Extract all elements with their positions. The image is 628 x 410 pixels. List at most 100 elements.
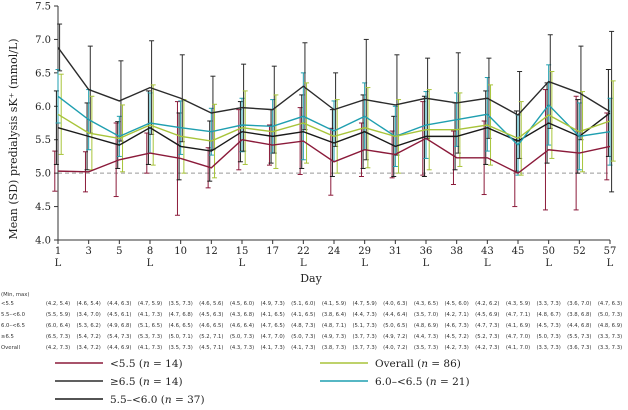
table-cell: (4.5, 6.1) <box>107 312 131 318</box>
l-marker-label: L <box>147 258 154 269</box>
table-cell: (4.0, 6.3) <box>383 301 407 307</box>
table-cell: (4.3, 7.3) <box>230 345 254 351</box>
x-tick-label: 12 <box>205 246 218 257</box>
error-bar <box>488 84 494 166</box>
legend-item: <5.5 (n = 14) <box>55 358 183 370</box>
table-row-label: ≥6.5 <box>1 334 14 340</box>
table-cell: (5.1, 6.0) <box>291 301 315 307</box>
table-cell: (5.0, 7.1) <box>168 334 192 340</box>
table-cell: (4.1, 7.3) <box>291 345 315 351</box>
table-cell: (4.6, 5.6) <box>199 301 223 307</box>
table-cell: (4.6, 6.5) <box>168 323 192 329</box>
table-cell: (4.8, 6.7) <box>536 312 560 318</box>
table-cell: (4.7, 6.3) <box>598 301 622 307</box>
table-cell: (4.2, 5.4) <box>46 301 70 307</box>
table-cell: (3.3, 7.3) <box>598 345 622 351</box>
x-tick-label: 31 <box>389 246 402 257</box>
table-cell: (6.0, 6.4) <box>46 323 70 329</box>
table-cell: (3.6, 7.3) <box>567 345 591 351</box>
table-cell: (3.7, 7.3) <box>352 334 376 340</box>
y-tick-label: 6.0 <box>35 102 51 113</box>
table-cell: (4.9, 7.3) <box>260 301 284 307</box>
x-tick-label: 3 <box>85 246 91 257</box>
error-bar <box>580 91 586 173</box>
table-cell: (5.2, 7.3) <box>475 334 499 340</box>
table-cell: (4.5, 7.1) <box>199 345 223 351</box>
table-cell: (5.0, 7.3) <box>291 334 315 340</box>
error-bar <box>57 23 63 72</box>
table-cell: (4.1, 6.9) <box>506 323 530 329</box>
x-tick-label: 43 <box>481 246 494 257</box>
table-cell: (4.9, 7.3) <box>322 334 346 340</box>
table-cell: (4.2, 7.1) <box>444 312 468 318</box>
table-cell: (5.1, 7.3) <box>352 323 376 329</box>
y-tick-label: 4.5 <box>35 202 51 213</box>
table-cell: (4.6, 7.3) <box>444 323 468 329</box>
table-cell: (3.8, 6.4) <box>322 312 346 318</box>
x-tick-label: 8 <box>147 246 153 257</box>
table-cell: (4.1, 6.5) <box>260 312 284 318</box>
table-cell: (4.5, 6.9) <box>475 312 499 318</box>
legend-label: 5.5–<6.0 (n = 37) <box>110 394 205 406</box>
legend-label: ≥6.5 (n = 14) <box>110 376 183 388</box>
legend-label: <5.5 (n = 14) <box>110 358 183 370</box>
table-cell: (4.4, 7.3) <box>414 334 438 340</box>
error-bar <box>150 84 156 166</box>
table-cell: (3.8, 6.8) <box>567 312 591 318</box>
error-bar <box>58 73 64 155</box>
table-cell: (4.2, 7.3) <box>46 345 70 351</box>
legend-item: Overall (n = 86) <box>320 358 461 370</box>
l-marker-label: L <box>423 258 430 269</box>
table-cell: (4.7, 7.1) <box>506 312 530 318</box>
table-cell: (4.7, 5.9) <box>352 301 376 307</box>
table-cell: (4.3, 5.9) <box>506 301 530 307</box>
table-cell: (4.2, 7.3) <box>444 345 468 351</box>
x-tick-label: 24 <box>328 246 341 257</box>
table-cell: (4.2, 7.3) <box>475 345 499 351</box>
table-cell: (4.2, 6.2) <box>475 301 499 307</box>
table-cell: (4.7, 7.3) <box>475 323 499 329</box>
legend-label: 6.0–<6.5 (n = 21) <box>375 376 470 388</box>
x-tick-label: 57 <box>604 246 617 257</box>
table-cell: (4.5, 6.3) <box>199 312 223 318</box>
table-cell: (4.4, 6.9) <box>107 345 131 351</box>
error-bar <box>549 71 555 159</box>
table-cell: (4.4, 6.4) <box>383 312 407 318</box>
table-cell: (3.3, 7.3) <box>536 345 560 351</box>
table-row-label: Overall <box>1 345 20 351</box>
table-cell: (5.4, 7.3) <box>107 334 131 340</box>
table-cell: (4.1, 5.9) <box>322 301 346 307</box>
table-cell: (4.5, 6.0) <box>230 301 254 307</box>
error-bar <box>120 104 126 173</box>
table-cell: (3.7, 7.3) <box>352 345 376 351</box>
y-tick-label: 7.5 <box>35 2 51 13</box>
x-tick-label: 5 <box>116 246 122 257</box>
table-cell: (4.4, 7.3) <box>352 312 376 318</box>
table-cell: (4.5, 7.2) <box>444 334 468 340</box>
table-cell: (4.8, 7.3) <box>291 323 315 329</box>
table-cell: (5.5, 7.3) <box>567 334 591 340</box>
l-marker-label: L <box>545 258 552 269</box>
l-marker-label: L <box>607 258 614 269</box>
legend-item: 6.0–<6.5 (n = 21) <box>320 376 470 388</box>
x-tick-label: 38 <box>450 246 463 257</box>
table-cell: (5.0, 7.3) <box>230 334 254 340</box>
table-cell: (4.9, 6.8) <box>107 323 131 329</box>
table-cell: (4.3, 6.8) <box>230 312 254 318</box>
legend-item: ≥6.5 (n = 14) <box>55 376 183 388</box>
x-tick-label: 1 <box>55 246 61 257</box>
table-cell: (5.4, 7.2) <box>76 334 100 340</box>
l-marker-label: L <box>55 258 62 269</box>
error-bar <box>304 82 310 164</box>
table-cell: (4.1, 7.3) <box>138 345 162 351</box>
table-cell: (3.5, 7.3) <box>168 301 192 307</box>
legend-label: Overall (n = 86) <box>375 358 461 370</box>
table-cell: (3.3, 7.3) <box>598 334 622 340</box>
x-tick-label: 22 <box>297 246 310 257</box>
table-cell: (4.1, 7.3) <box>260 345 284 351</box>
y-axis-label: Mean (SD) predialysis sK⁺ (mmol/L) <box>7 38 20 239</box>
table-cell: (4.6, 6.5) <box>199 323 223 329</box>
table-cell: (5.1, 6.5) <box>138 323 162 329</box>
y-tick-label: 6.5 <box>35 68 51 79</box>
